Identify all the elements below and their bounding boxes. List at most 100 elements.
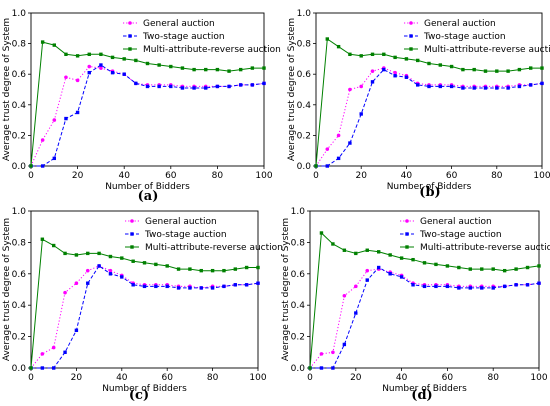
data-point <box>502 268 507 273</box>
data-point <box>354 311 358 315</box>
data-point <box>134 58 138 63</box>
series-line <box>30 265 259 369</box>
data-point <box>359 112 363 116</box>
data-point <box>314 164 318 168</box>
data-point <box>188 286 192 290</box>
data-point <box>86 281 90 285</box>
data-point <box>393 55 397 60</box>
data-point <box>108 268 113 273</box>
data-point <box>86 251 90 256</box>
x-tick-label: 20 <box>72 171 84 181</box>
data-point <box>52 118 57 122</box>
data-point <box>75 110 80 115</box>
y-tick-label: 0.0 <box>12 364 27 374</box>
data-point <box>348 87 352 92</box>
data-point <box>525 283 530 287</box>
legend-entry-label: Two-stage auction <box>144 230 227 240</box>
data-point <box>468 286 472 290</box>
y-tick-label: 1.0 <box>12 207 27 217</box>
data-point <box>540 81 544 86</box>
data-point <box>331 350 335 355</box>
data-point <box>382 52 386 57</box>
data-point <box>75 78 80 83</box>
data-point <box>354 284 358 289</box>
data-point <box>370 69 375 73</box>
data-point <box>427 84 431 89</box>
x-axis-label: Number of Bidders <box>382 384 467 394</box>
data-point <box>87 52 91 57</box>
data-point <box>52 43 56 47</box>
legend-entry-label: Multi-attribute-reverse auction <box>424 45 550 55</box>
data-point <box>165 264 169 268</box>
data-point <box>74 253 79 257</box>
data-point <box>325 37 329 41</box>
data-point <box>165 284 169 289</box>
y-tick-label: 0.8 <box>297 40 312 50</box>
data-point <box>483 86 488 90</box>
y-tick-label: 0.0 <box>12 162 27 172</box>
data-point <box>52 243 56 248</box>
y-axis-label: Average trust degree of System <box>281 218 291 361</box>
data-point <box>108 254 113 259</box>
data-point <box>445 264 450 268</box>
data-point <box>250 66 255 70</box>
data-point <box>319 231 324 235</box>
data-point <box>336 156 341 161</box>
legend-marker <box>130 245 134 249</box>
data-point <box>411 257 415 262</box>
data-point <box>75 54 80 58</box>
data-point <box>388 272 392 276</box>
panel-label: (c) <box>129 388 149 403</box>
panel-label: (a) <box>138 189 159 204</box>
data-point <box>199 286 203 290</box>
data-point <box>365 248 369 252</box>
y-axis-label: Average trust degree of System <box>2 218 12 361</box>
data-point <box>514 267 518 271</box>
data-point <box>388 253 392 257</box>
data-point <box>382 67 386 72</box>
data-point <box>176 286 181 290</box>
data-point <box>399 256 404 260</box>
x-tick-label: 100 <box>255 171 272 181</box>
data-point <box>192 86 196 90</box>
y-tick-label: 1.0 <box>291 207 306 217</box>
data-point <box>239 67 243 72</box>
y-tick-label: 1.0 <box>297 9 312 19</box>
data-point <box>491 286 495 290</box>
data-point <box>51 345 56 350</box>
data-point <box>422 261 427 265</box>
x-tick-label: 20 <box>71 373 83 383</box>
data-point <box>461 67 465 72</box>
data-point <box>434 284 438 289</box>
data-point <box>537 264 541 268</box>
data-point <box>142 261 147 265</box>
legend-entry-label: General auction <box>420 217 492 227</box>
data-point <box>365 278 369 282</box>
data-point <box>370 52 375 57</box>
x-tick-label: 40 <box>401 171 413 181</box>
data-point <box>110 55 115 60</box>
data-point <box>52 156 56 161</box>
data-point <box>319 366 324 370</box>
x-tick-label: 80 <box>487 373 499 383</box>
data-point <box>227 84 231 89</box>
chart-panel: 0 20 40 60 80 100 0.0 0.2 0.4 0.6 0.8 1.0 Number of … <box>2 207 283 403</box>
data-point <box>222 284 226 289</box>
data-point <box>210 268 215 273</box>
data-point <box>63 350 67 354</box>
data-point <box>342 293 347 298</box>
data-point <box>233 267 237 271</box>
data-point <box>438 84 442 89</box>
legend: General auction Two-stage auction Multi-at… <box>125 217 283 253</box>
x-tick-label: 20 <box>350 373 362 383</box>
data-point <box>110 70 115 75</box>
data-point <box>449 84 454 89</box>
data-point <box>227 69 231 73</box>
legend-entry-label: General auction <box>145 217 217 227</box>
data-point <box>40 40 45 44</box>
data-point <box>122 57 126 61</box>
data-point <box>120 256 124 260</box>
y-tick-label: 0.0 <box>291 364 306 374</box>
y-tick-label: 0.2 <box>291 333 305 343</box>
